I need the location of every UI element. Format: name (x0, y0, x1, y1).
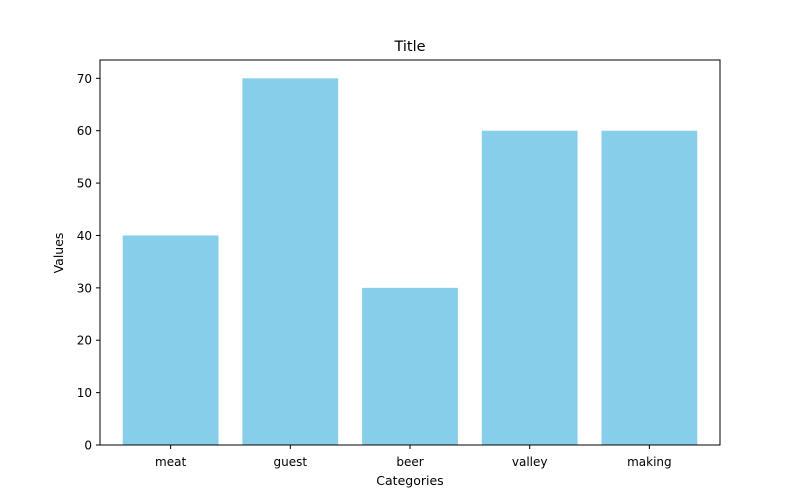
y-tick-label: 20 (77, 334, 92, 348)
y-tick-label: 10 (77, 386, 92, 400)
x-tick-label: guest (274, 455, 308, 469)
y-tick-label: 50 (77, 177, 92, 191)
y-tick-label: 60 (77, 124, 92, 138)
x-tick-label: beer (396, 455, 423, 469)
x-tick-label: valley (512, 455, 548, 469)
x-tick-label: making (627, 455, 672, 469)
bars-layer (122, 78, 698, 445)
y-tick-label: 40 (77, 229, 92, 243)
x-axis: meat guest beer valley making (155, 445, 672, 469)
y-axis: 0 10 20 30 40 50 60 70 (77, 72, 100, 453)
bar-guest (242, 78, 339, 445)
y-tick-label: 0 (84, 439, 92, 453)
y-tick-label: 70 (77, 72, 92, 86)
bar-meat (122, 235, 219, 445)
bar-making (601, 130, 698, 445)
y-axis-label: Values (51, 233, 66, 274)
y-tick-label: 30 (77, 281, 92, 295)
chart-title: Title (393, 39, 425, 55)
x-tick-label: meat (155, 455, 186, 469)
bar-beer (362, 287, 458, 445)
bar-valley (481, 130, 578, 445)
x-axis-label: Categories (376, 473, 443, 488)
